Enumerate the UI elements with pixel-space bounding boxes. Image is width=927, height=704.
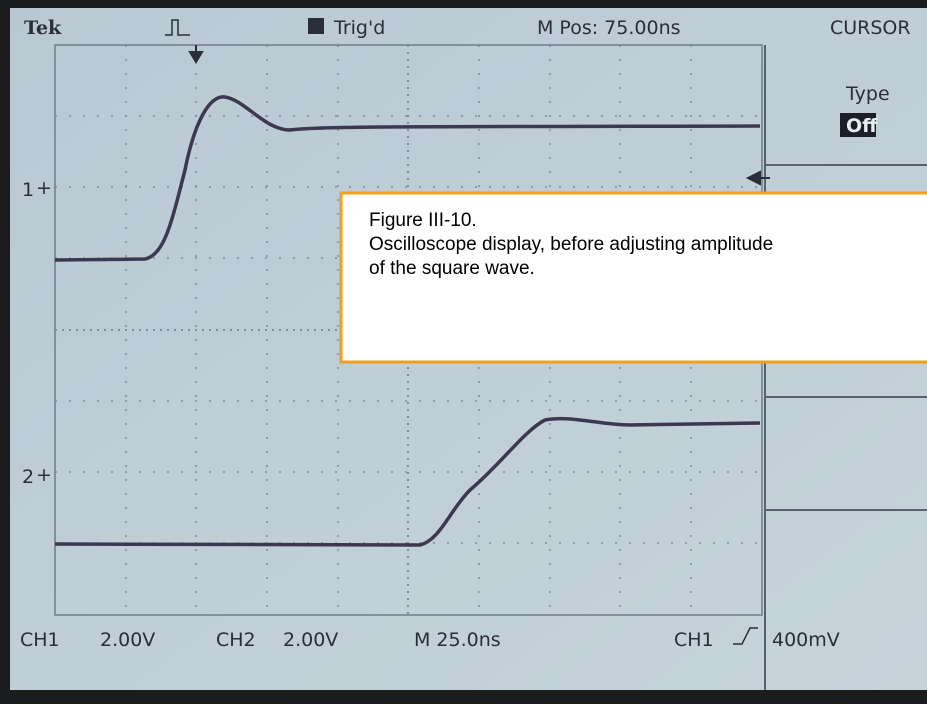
trigger-level: 400mV (772, 629, 840, 651)
brand: Tek (24, 17, 62, 39)
caption-box (339, 191, 927, 364)
trigger-icon (165, 19, 190, 36)
ch2-marker: 2 (22, 466, 34, 488)
caption-line: Oscilloscope display, before adjusting a… (369, 234, 773, 255)
ch2-arrow: + (36, 464, 52, 486)
ch1-arrow: + (36, 177, 52, 199)
caption-line: of the square wave. (369, 258, 535, 279)
trigger-position-marker (188, 45, 204, 64)
ch2-scale: 2.00V (283, 629, 338, 651)
timebase: M 25.0ns (414, 629, 501, 651)
trigger-slope-icon (733, 627, 758, 645)
menu-panel (764, 45, 927, 690)
trigger-source: CH1 (674, 629, 714, 651)
ch1-trace (54, 95, 761, 262)
menu-value-box (840, 113, 876, 137)
menu-value: Off (846, 115, 878, 137)
ch1-label: CH1 (20, 629, 60, 651)
ch2-label: CH2 (216, 629, 256, 651)
ch1-scale: 2.00V (100, 629, 155, 651)
trigger-level-marker (745, 170, 770, 186)
menu-label: Type (845, 83, 890, 105)
caption-line: Figure III-10. (369, 210, 477, 231)
trigger-box-icon (308, 18, 324, 34)
ch2-trace (54, 416, 761, 547)
trigger-state: Trig'd (333, 17, 385, 39)
position: M Pos: 75.00ns (537, 17, 681, 39)
menu-title: CURSOR (830, 17, 911, 39)
ch1-marker: 1 (22, 179, 34, 201)
